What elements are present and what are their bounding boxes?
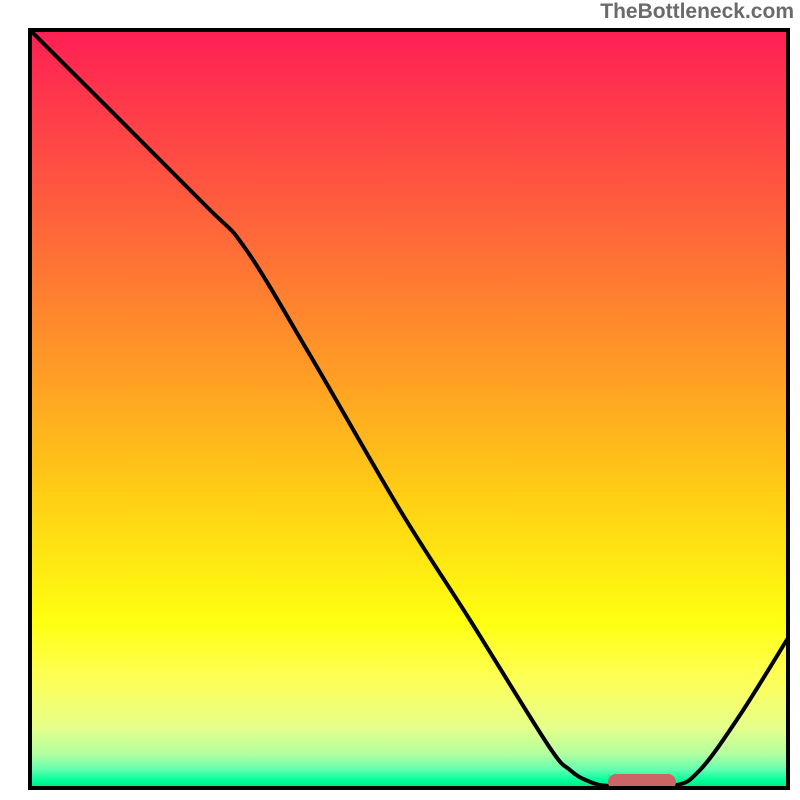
bottleneck-chart [0,0,800,800]
root: { "canvas": { "width": 800, "height": 80… [0,0,800,800]
